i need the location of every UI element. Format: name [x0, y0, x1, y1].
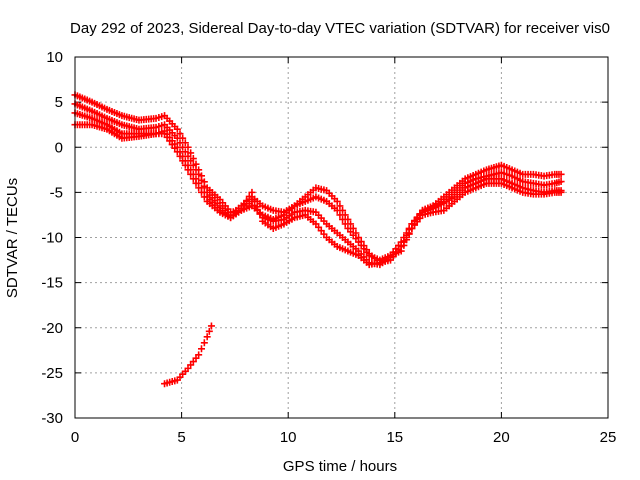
y-tick-label: -20: [41, 320, 63, 337]
data-point: [256, 210, 264, 218]
series-track-b: [71, 100, 565, 264]
data-point: [240, 201, 248, 209]
data-point: [171, 144, 179, 152]
plot-frame: [74, 56, 609, 419]
data-point: [166, 137, 174, 145]
data-point: [251, 196, 259, 204]
data-point: [192, 179, 200, 187]
x-axis-label: GPS time / hours: [283, 458, 397, 475]
data-point: [161, 130, 169, 138]
series-track-d: [71, 121, 565, 269]
data-point: [176, 130, 184, 138]
x-tick-label: 5: [177, 429, 185, 446]
data-point: [181, 161, 189, 169]
y-tick-label: 10: [46, 49, 63, 66]
y-tick-label: -15: [41, 275, 63, 292]
series-track-e: [161, 322, 215, 388]
data-point: [400, 241, 408, 249]
data-point: [341, 220, 349, 228]
data-point: [197, 345, 205, 353]
data-point: [397, 247, 405, 255]
x-tick-label: 25: [600, 429, 617, 446]
data-point: [205, 327, 213, 335]
y-tick-label: -30: [41, 410, 63, 427]
tick-labels: 0 5 10 15 20 25 10 5 0 -5 -10 -15 -20 -25 -30: [41, 49, 616, 446]
data-point: [248, 188, 256, 196]
data-point: [253, 203, 261, 211]
chart-title: Day 292 of 2023, Sidereal Day-to-day VTE…: [70, 20, 610, 37]
data-point: [243, 196, 251, 204]
data-point: [176, 139, 184, 147]
data-point: [173, 148, 181, 156]
y-tick-label: 5: [55, 94, 63, 111]
data-point: [197, 188, 205, 196]
data-point: [403, 236, 411, 244]
data-point: [207, 322, 215, 330]
data-point: [163, 133, 171, 141]
data-point: [557, 170, 565, 178]
data-point: [179, 157, 187, 165]
x-tick-label: 10: [280, 429, 297, 446]
data-markers: [71, 91, 565, 388]
y-axis-label: SDTVAR / TECUs: [4, 178, 21, 298]
data-point: [557, 178, 565, 186]
data-point: [333, 197, 341, 205]
y-tick-label: -5: [50, 184, 63, 201]
data-point: [184, 166, 192, 174]
data-point: [405, 230, 413, 238]
data-point: [173, 134, 181, 142]
data-point: [203, 333, 211, 341]
data-point: [195, 184, 203, 192]
x-tick-label: 0: [71, 429, 79, 446]
data-point: [168, 141, 176, 149]
data-point: [245, 192, 253, 200]
x-tick-label: 15: [386, 429, 403, 446]
data-point: [336, 202, 344, 210]
data-point: [187, 170, 195, 178]
data-point: [176, 152, 184, 160]
data-point: [173, 125, 181, 133]
data-point: [339, 215, 347, 223]
data-point: [200, 193, 208, 201]
data-point: [237, 205, 245, 213]
y-tick-label: -10: [41, 230, 63, 247]
data-point: [189, 175, 197, 183]
y-tick-label: -25: [41, 365, 63, 382]
data-point: [557, 188, 565, 196]
y-tick-label: 0: [55, 139, 63, 156]
data-point: [195, 351, 203, 359]
data-point: [336, 211, 344, 219]
data-point: [333, 206, 341, 214]
x-tick-label: 20: [493, 429, 510, 446]
data-point: [200, 339, 208, 347]
